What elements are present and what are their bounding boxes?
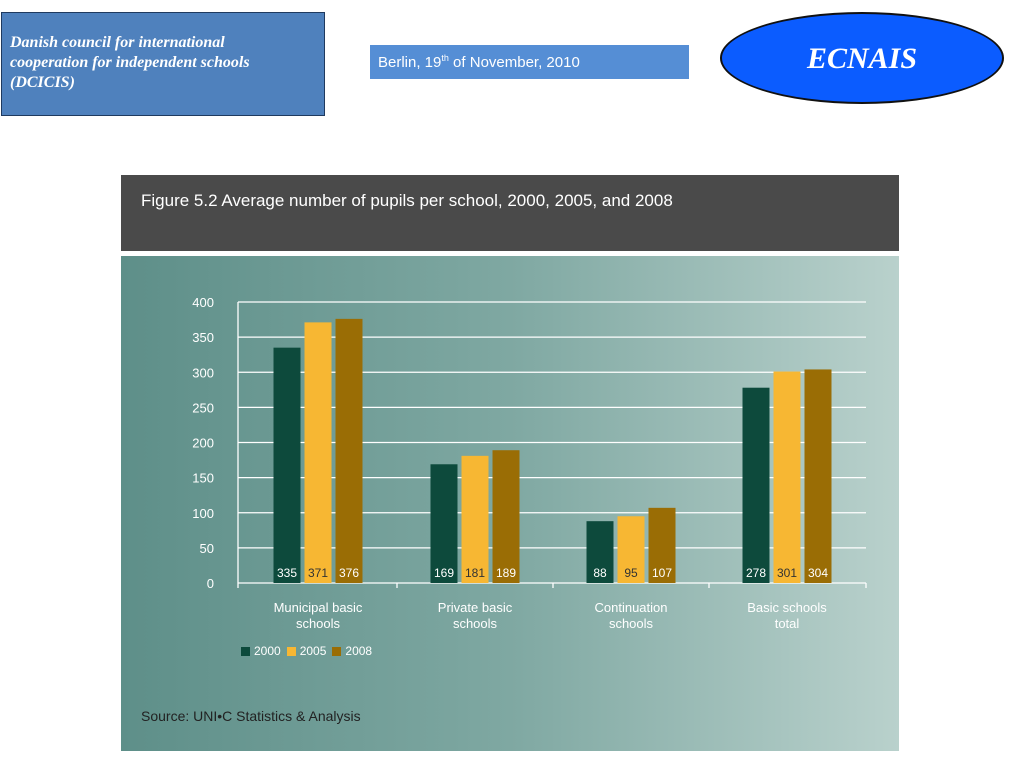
- bar-2000: [742, 387, 770, 583]
- y-tick-label: 100: [192, 506, 214, 521]
- y-tick-label: 250: [192, 400, 214, 415]
- x-category-label: Continuation: [595, 600, 668, 615]
- bar-value-label: 335: [277, 566, 297, 580]
- legend-label: 2000: [254, 644, 281, 658]
- legend-label: 2008: [345, 644, 373, 658]
- bar-2008: [335, 318, 363, 583]
- bar-2000: [586, 521, 614, 583]
- y-tick-label: 150: [192, 471, 214, 486]
- bar-value-label: 181: [465, 566, 485, 580]
- org-title-box: Danish council for international coopera…: [1, 12, 325, 116]
- legend-swatch: [332, 646, 342, 656]
- bar-2008: [492, 450, 520, 583]
- x-category-label: Private basic: [438, 600, 513, 615]
- legend-item-2008: 2008: [332, 644, 372, 658]
- y-tick-label: 200: [192, 436, 214, 451]
- bar-value-label: 301: [777, 566, 797, 580]
- bar-2000: [430, 464, 458, 583]
- org-title-line-3: (DCICIS): [10, 74, 75, 91]
- legend-item-2005: 2005: [286, 644, 327, 658]
- date-suffix: of November, 2010: [448, 54, 580, 71]
- bar-value-label: 304: [808, 566, 828, 580]
- date-banner: Berlin, 19th of November, 2010: [370, 45, 689, 79]
- y-tick-label: 50: [200, 541, 214, 556]
- chart-source: Source: UNI•C Statistics & Analysis: [141, 708, 361, 724]
- bar-value-label: 278: [746, 566, 766, 580]
- bar-value-label: 95: [624, 566, 638, 580]
- chart-title: Figure 5.2 Average number of pupils per …: [141, 191, 673, 210]
- x-category-label: schools: [609, 616, 654, 631]
- legend-swatch: [241, 646, 250, 656]
- chart-legend: 2000 2005 2008: [241, 644, 372, 658]
- bar-2005: [304, 322, 332, 583]
- ecnais-logo: ECNAIS: [720, 12, 1004, 104]
- bar-value-label: 88: [593, 566, 607, 580]
- date-prefix: Berlin, 19: [378, 54, 442, 71]
- bar-value-label: 371: [308, 566, 328, 580]
- legend-label: 2005: [299, 644, 327, 658]
- y-tick-label: 400: [192, 295, 214, 310]
- x-category-label: Municipal basic: [274, 600, 363, 615]
- bar-value-label: 189: [496, 566, 516, 580]
- date-suffix-sup: th: [441, 53, 449, 63]
- x-category-label: Basic schools: [747, 600, 827, 615]
- bar-2005: [617, 516, 645, 583]
- bar-2008: [804, 369, 832, 583]
- x-category-label: total: [775, 616, 800, 631]
- bar-2000: [273, 347, 301, 583]
- bar-value-label: 376: [339, 566, 359, 580]
- org-title-line-2: cooperation for independent schools: [10, 54, 250, 71]
- logo-text: ECNAIS: [806, 42, 918, 75]
- y-tick-label: 300: [192, 365, 214, 380]
- x-category-label: schools: [296, 616, 341, 631]
- y-tick-label: 0: [207, 576, 214, 591]
- bar-chart: 0 50 100 150 200 250 300 350 400 335 371 376 Municip…: [192, 295, 867, 631]
- figure-title-bar: Figure 5.2 Average number of pupils per …: [121, 175, 899, 251]
- org-title-line-1: Danish council for international: [10, 34, 225, 51]
- bar-2005: [461, 455, 489, 583]
- bar-value-label: 169: [434, 566, 454, 580]
- bar-value-label: 107: [652, 566, 672, 580]
- bar-2008: [648, 507, 676, 583]
- x-category-label: schools: [453, 616, 498, 631]
- bar-2005: [773, 371, 801, 583]
- y-tick-label: 350: [192, 330, 214, 345]
- legend-swatch: [286, 646, 296, 656]
- chart-panel: 0 50 100 150 200 250 300 350 400 335 371 376 Municip…: [121, 256, 899, 751]
- legend-item-2000: 2000: [241, 644, 281, 658]
